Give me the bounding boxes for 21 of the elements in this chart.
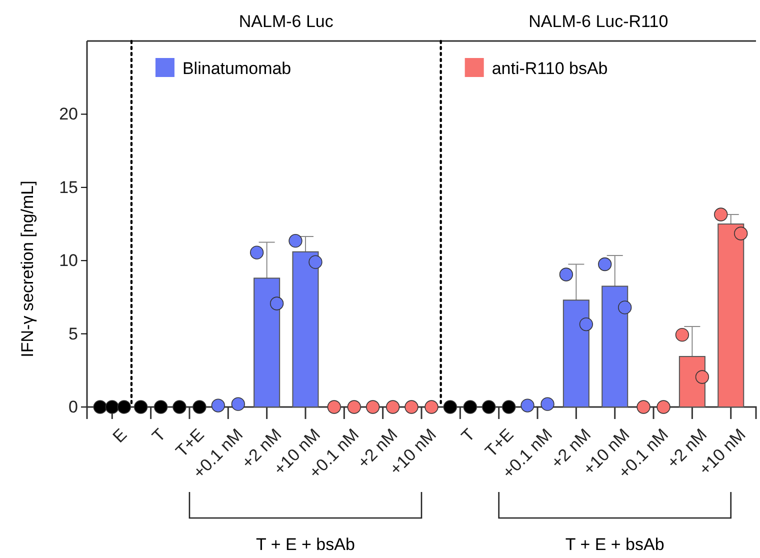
x-tick-label: E bbox=[109, 425, 131, 446]
y-tick-label: 15 bbox=[59, 178, 78, 197]
text: T + E + bsAb bbox=[256, 535, 355, 554]
y-tick-label: 0 bbox=[68, 397, 78, 416]
y-tick-label: 10 bbox=[59, 251, 78, 270]
bar bbox=[678, 356, 706, 408]
bar bbox=[254, 278, 280, 408]
legend-label: Blinatumomab bbox=[182, 59, 292, 78]
y-tick-label: 20 bbox=[59, 104, 78, 124]
bar bbox=[602, 286, 628, 408]
bar bbox=[718, 224, 744, 408]
text: T + E + bsAb bbox=[565, 535, 664, 554]
y-axis-title: IFN-γ secretion [ng/mL] bbox=[18, 180, 37, 358]
x-tick-label: T bbox=[458, 425, 479, 446]
x-tick-label: T bbox=[148, 425, 170, 446]
bar bbox=[292, 251, 319, 408]
text: NALM-6 Luc bbox=[238, 12, 334, 31]
bar bbox=[562, 300, 590, 408]
text: NALM-6 Luc-R110 bbox=[528, 12, 668, 31]
legend-label: anti-R110 bsAb bbox=[492, 59, 608, 78]
y-tick-label: 5 bbox=[68, 324, 78, 344]
